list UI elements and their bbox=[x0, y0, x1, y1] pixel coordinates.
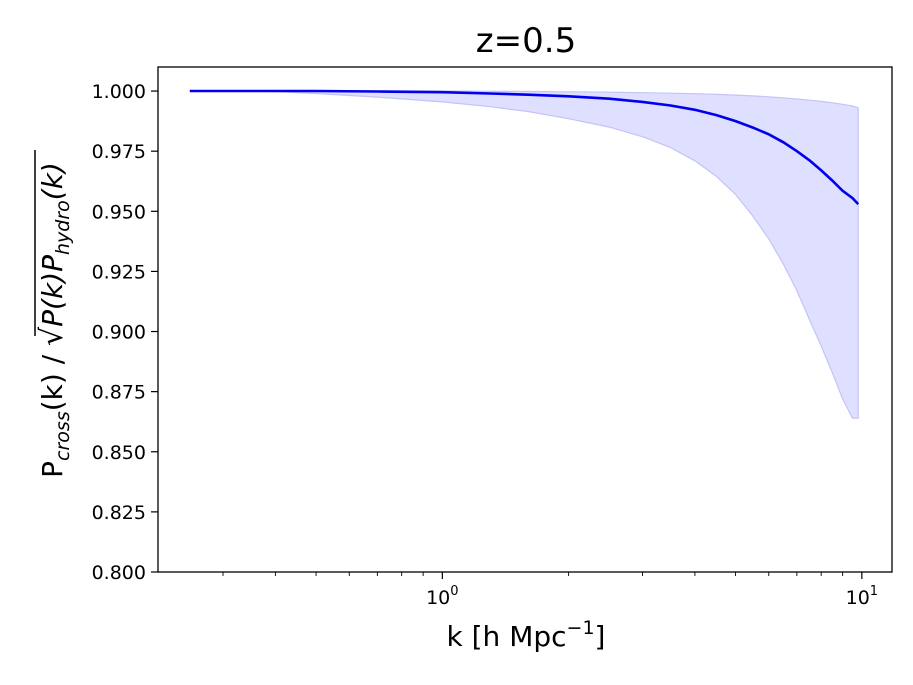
x-axis-label: k [h Mpc−1] bbox=[447, 617, 606, 653]
y-tick-label: 0.975 bbox=[92, 141, 146, 163]
series-line-0 bbox=[189, 89, 860, 205]
x-tick-label: 101 bbox=[846, 584, 878, 609]
chart-title: z=0.5 bbox=[476, 21, 576, 61]
y-axis-label: Pcross(k) / √P(k)Phydro(k) bbox=[34, 150, 74, 478]
y-tick-label: 0.850 bbox=[92, 442, 146, 464]
y-axis-ticks: 0.800 0.825 0.850 0.875 0.900 0.925 0.950 0.975… bbox=[92, 81, 158, 584]
y-tick-label: 1.000 bbox=[92, 81, 146, 103]
y-tick-label: 0.925 bbox=[92, 261, 146, 283]
plot-frame bbox=[157, 66, 893, 573]
x-axis-ticks: 100 101 bbox=[222, 572, 878, 609]
y-tick-label: 0.900 bbox=[92, 322, 146, 344]
confidence-band bbox=[189, 90, 859, 419]
series-line-layer bbox=[189, 89, 860, 205]
y-tick-label: 0.825 bbox=[92, 502, 146, 524]
x-tick-label: 100 bbox=[426, 584, 458, 609]
y-tick-label: 0.875 bbox=[92, 382, 146, 404]
y-tick-label: 0.950 bbox=[92, 201, 146, 223]
confidence-band-layer bbox=[189, 90, 859, 419]
svg-text:Pcross(k) / √P(k)Phydro(k): Pcross(k) / √P(k)Phydro(k) bbox=[35, 162, 74, 478]
y-tick-label: 0.800 bbox=[92, 562, 146, 584]
